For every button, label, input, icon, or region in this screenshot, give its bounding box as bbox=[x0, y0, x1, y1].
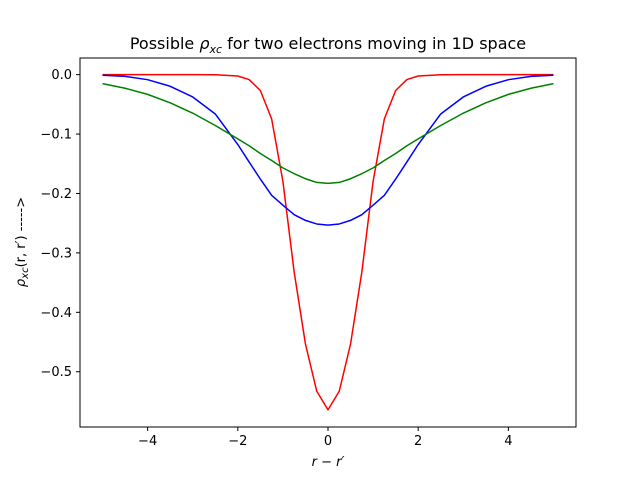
series-line-2 bbox=[102, 74, 554, 226]
y-tick-label: −0.1 bbox=[40, 128, 72, 143]
x-tick-label: −2 bbox=[228, 434, 247, 449]
y-tick-label: −0.2 bbox=[40, 187, 72, 202]
y-axis-ticks: 0.0 −0.1 −0.2 −0.3 −0.4 −0.5 bbox=[40, 68, 80, 380]
x-axis-label: r − r′ bbox=[312, 455, 345, 470]
plot-frame bbox=[79, 57, 577, 428]
y-tick-label: 0.0 bbox=[51, 68, 72, 83]
x-tick-label: −4 bbox=[138, 434, 157, 449]
y-tick-label: −0.3 bbox=[40, 246, 72, 261]
x-tick-label: 0 bbox=[324, 434, 332, 449]
x-tick-label: 4 bbox=[504, 434, 512, 449]
x-tick-label: 2 bbox=[414, 434, 422, 449]
series-line-1 bbox=[102, 73, 554, 411]
x-axis-ticks: −4 −2 0 2 4 bbox=[138, 427, 513, 449]
series-layer bbox=[102, 73, 554, 411]
y-axis-label: ρxc(r, r′) -----> bbox=[14, 197, 31, 287]
y-tick-label: −0.4 bbox=[40, 306, 72, 321]
series-line-3 bbox=[102, 82, 554, 185]
y-tick-label: −0.5 bbox=[40, 365, 72, 380]
chart-title: Possible ρxc for two electrons moving in… bbox=[130, 34, 526, 56]
